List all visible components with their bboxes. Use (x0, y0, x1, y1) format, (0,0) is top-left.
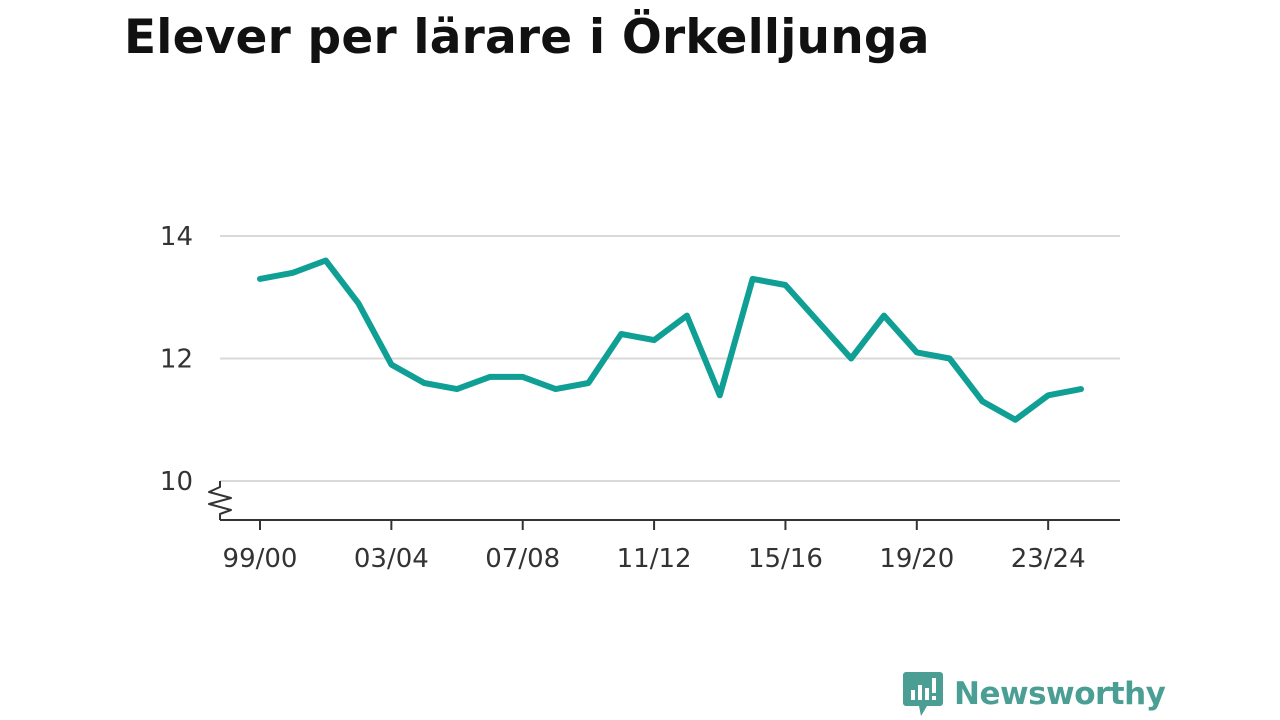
chart-title: Elever per lärare i Örkelljunga (124, 10, 930, 65)
x-axis (208, 481, 1120, 530)
x-tick-label-03-04: 03/04 (354, 544, 429, 574)
x-tick-label-15-16: 15/16 (748, 544, 823, 574)
x-tick-label-11-12: 11/12 (617, 544, 692, 574)
x-axis-labels: 99/00 03/04 07/08 11/12 15/16 19/20 23/24 (223, 544, 1086, 574)
y-tick-label-12: 12 (160, 345, 193, 375)
x-tick-label-07-08: 07/08 (485, 544, 560, 574)
newsworthy-chart-bubble-icon (903, 672, 943, 716)
newsworthy-logo[interactable]: Newsworthy (902, 670, 1166, 718)
y-axis-break-icon (208, 481, 232, 520)
newsworthy-logo-text: Newsworthy (954, 676, 1166, 712)
series-line (257, 257, 1084, 423)
series (257, 257, 1084, 423)
x-tick-label-23-24: 23/24 (1011, 544, 1086, 574)
gridlines (220, 235, 1120, 482)
y-axis: 10 12 14 (160, 222, 193, 497)
x-tick-label-99-00: 99/00 (223, 544, 298, 574)
x-tick-label-19-20: 19/20 (879, 544, 954, 574)
y-tick-label-10: 10 (160, 467, 193, 497)
y-tick-label-14: 14 (160, 222, 193, 252)
